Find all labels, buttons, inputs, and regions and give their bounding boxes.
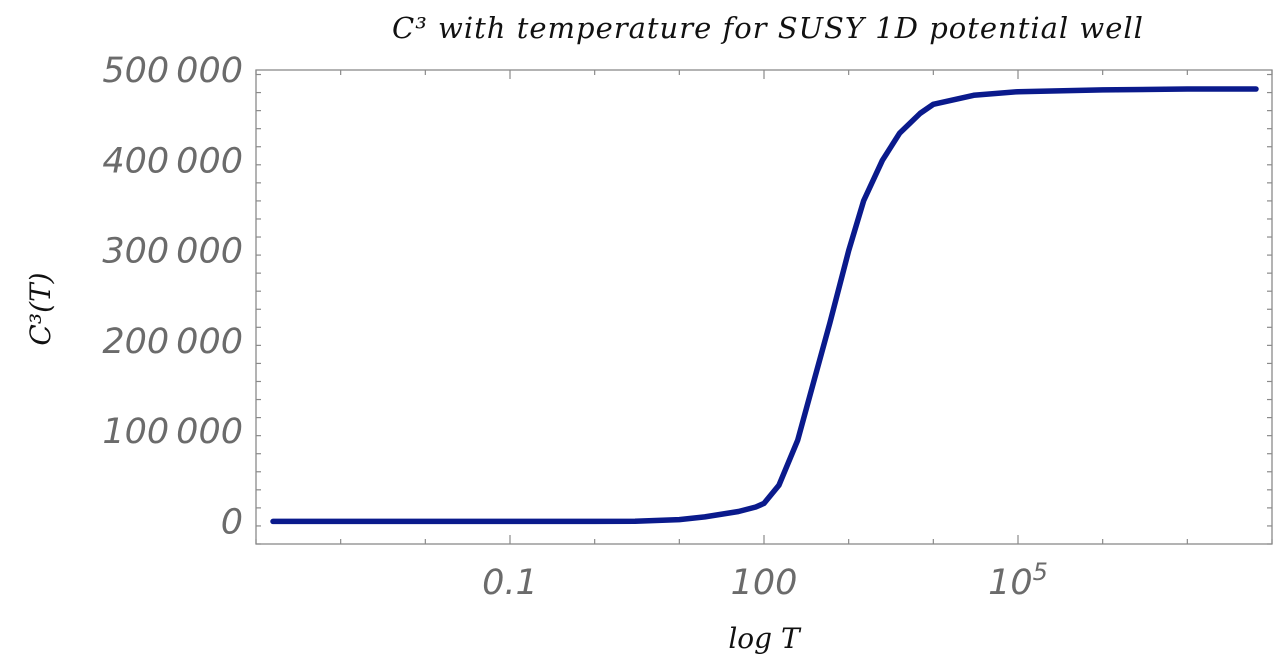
x-tick-label: 105 [988, 558, 1048, 603]
x-tick-label: 100 [731, 563, 798, 603]
x-axis-ticks [255, 70, 1273, 544]
y-tick-label: 100 000 [102, 412, 243, 452]
y-tick-label: 200 000 [102, 322, 243, 362]
x-tick-label: 0.1 [482, 563, 538, 603]
y-axis-label: C³(T) [24, 272, 57, 345]
y-tick-label: 300 000 [102, 232, 243, 272]
chart-title: C³ with temperature for SUSY 1D potentia… [392, 11, 1144, 45]
y-tick-label: 400 000 [102, 141, 243, 181]
y-tick-label: 0 [221, 502, 243, 542]
y-axis-ticks [256, 73, 1272, 545]
plot-frame [255, 69, 1273, 545]
y-tick-label: 500 000 [102, 51, 243, 91]
y-axis-tick-labels: 0 100 000 200 000 300 000 400 000 500 000 [102, 51, 243, 542]
series-line [270, 86, 1259, 525]
x-axis-label: log T [728, 622, 802, 655]
x-axis-tick-labels: 0.1 100 105 [482, 558, 1048, 603]
